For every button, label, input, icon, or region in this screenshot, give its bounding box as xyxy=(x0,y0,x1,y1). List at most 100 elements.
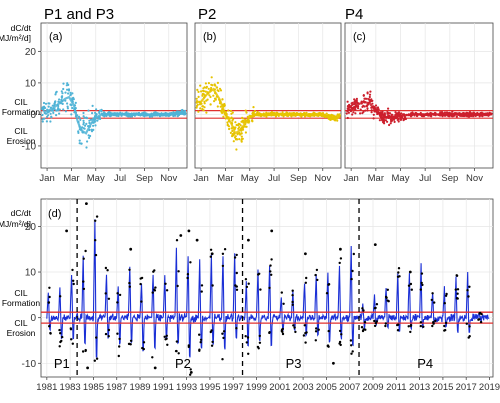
data-point xyxy=(81,126,84,129)
data-point xyxy=(151,291,154,294)
data-point xyxy=(258,334,261,338)
data-point xyxy=(214,97,217,100)
data-point xyxy=(480,312,483,316)
data-point xyxy=(282,302,285,305)
data-point xyxy=(327,329,330,333)
data-point xyxy=(393,120,396,123)
data-point xyxy=(64,91,67,94)
data-point xyxy=(386,299,389,302)
data-point xyxy=(85,122,88,125)
data-point xyxy=(314,273,317,277)
data-point xyxy=(237,127,240,130)
data-point xyxy=(94,124,97,127)
data-point xyxy=(317,328,320,331)
data-point xyxy=(246,115,249,118)
data-point xyxy=(247,121,250,124)
data-point xyxy=(373,319,376,323)
data-point xyxy=(444,294,448,297)
data-point xyxy=(468,325,471,328)
data-point xyxy=(291,303,294,306)
data-point xyxy=(220,111,223,114)
data-point xyxy=(362,309,365,312)
panel-frame xyxy=(40,198,494,378)
data-point xyxy=(314,330,318,333)
panel-label-a: (a) xyxy=(49,31,62,43)
x-tick-label: 2013 xyxy=(409,382,430,393)
data-point xyxy=(200,290,203,293)
data-point xyxy=(363,97,366,100)
data-point xyxy=(209,103,212,106)
data-point xyxy=(165,334,168,337)
data-point xyxy=(130,115,134,118)
y-tick-label: 20 xyxy=(25,47,37,58)
data-point xyxy=(223,248,227,251)
data-point xyxy=(467,295,470,298)
data-point xyxy=(350,277,353,281)
data-point xyxy=(353,100,356,103)
data-point xyxy=(71,268,74,272)
data-point xyxy=(390,120,393,123)
data-point xyxy=(223,102,226,106)
data-point xyxy=(48,102,51,105)
data-point xyxy=(384,324,387,328)
data-point xyxy=(69,327,73,330)
data-point xyxy=(59,332,62,335)
data-point xyxy=(244,118,247,121)
panel-frame xyxy=(40,22,188,169)
data-point xyxy=(62,82,65,85)
data-point xyxy=(433,301,436,304)
data-point xyxy=(454,288,457,291)
x-tick-label: 2005 xyxy=(316,382,337,393)
data-point xyxy=(209,95,212,99)
data-point xyxy=(366,109,369,112)
x-tick-label: 2011 xyxy=(386,382,406,393)
data-point xyxy=(465,322,468,325)
data-point xyxy=(391,113,394,116)
data-point xyxy=(151,356,154,359)
data-point xyxy=(293,326,296,329)
data-point xyxy=(128,268,131,271)
data-point xyxy=(365,97,368,100)
data-point xyxy=(419,321,423,324)
data-point xyxy=(231,135,234,138)
data-point xyxy=(392,118,396,121)
data-point xyxy=(396,329,400,332)
data-point xyxy=(431,292,434,295)
outlier-point xyxy=(210,252,214,256)
data-point xyxy=(116,292,119,295)
data-point xyxy=(175,239,179,242)
data-point xyxy=(305,331,308,334)
x-tick-label: 1981 xyxy=(36,382,57,393)
x-tick-label: 1995 xyxy=(199,382,220,393)
data-point xyxy=(371,102,374,105)
data-point xyxy=(82,127,85,130)
data-point xyxy=(351,350,354,353)
data-point xyxy=(91,112,94,115)
data-point xyxy=(268,331,271,334)
outlier-point xyxy=(408,270,412,274)
data-point xyxy=(467,336,470,339)
data-point xyxy=(67,83,70,86)
data-point xyxy=(386,120,389,123)
data-point xyxy=(347,111,350,114)
data-point xyxy=(221,264,225,268)
data-point xyxy=(142,341,146,344)
data-point xyxy=(421,283,424,287)
erosion-label-bottom-2: Erosion xyxy=(7,328,36,338)
data-point xyxy=(41,113,44,117)
data-point xyxy=(244,278,248,281)
data-point xyxy=(70,113,73,116)
erosion-label-bottom-1: CIL xyxy=(14,318,28,328)
data-point xyxy=(234,121,237,124)
data-point xyxy=(199,341,202,344)
data-point xyxy=(82,287,86,291)
data-point xyxy=(336,119,339,122)
data-point xyxy=(64,110,67,113)
data-point xyxy=(66,88,69,91)
data-point xyxy=(455,115,458,118)
data-point xyxy=(118,337,121,341)
data-point xyxy=(164,282,167,285)
data-point xyxy=(388,123,391,127)
data-point xyxy=(400,112,403,115)
data-point xyxy=(456,297,459,300)
